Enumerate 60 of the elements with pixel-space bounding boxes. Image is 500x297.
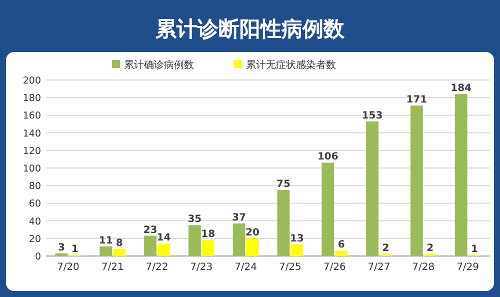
bar [277, 190, 290, 256]
data-label: 35 [188, 214, 202, 226]
chart-title: 累计诊断阳性病例数 [154, 17, 346, 41]
bar [232, 223, 246, 256]
bar [410, 106, 423, 256]
bar [55, 253, 68, 256]
bar [158, 244, 170, 256]
y-tick-label: 180 [22, 93, 41, 104]
x-tick-label: 7/29 [456, 262, 480, 273]
bar [100, 246, 112, 256]
y-tick-label: 160 [22, 110, 41, 122]
y-tick-label: 60 [28, 198, 41, 210]
y-tick-label: 0 [34, 252, 41, 262]
data-label: 8 [116, 238, 123, 249]
data-label: 3 [58, 242, 65, 254]
data-label: 153 [362, 110, 383, 122]
legend-label: 累计无症状感染者数 [246, 59, 336, 71]
y-tick-label: 40 [28, 216, 41, 228]
y-tick-label: 20 [28, 234, 41, 245]
x-tick-label: 7/26 [323, 262, 346, 273]
data-label: 37 [232, 212, 246, 224]
data-label: 13 [290, 234, 304, 245]
bar [188, 225, 201, 256]
x-tick-label: 7/22 [146, 262, 168, 273]
data-label: 184 [450, 83, 472, 94]
x-tick-label: 7/28 [412, 262, 435, 273]
data-label: 14 [156, 232, 171, 244]
data-label: 18 [201, 229, 216, 240]
data-label: 2 [382, 243, 390, 254]
data-label: 2 [426, 243, 434, 254]
x-tick-label: 7/24 [234, 262, 258, 273]
bar [335, 250, 348, 256]
bar [290, 244, 304, 256]
x-tick-label: 7/23 [190, 262, 213, 273]
y-tick-label: 80 [28, 181, 41, 192]
bar [366, 121, 378, 256]
bar [454, 94, 468, 256]
bar [246, 238, 259, 256]
legend-label: 累计确诊病例数 [124, 59, 194, 71]
data-label: 23 [143, 224, 158, 236]
bar [322, 162, 334, 256]
data-label: 1 [471, 244, 478, 256]
x-tick-label: 7/20 [56, 262, 80, 273]
y-tick-label: 200 [22, 76, 41, 86]
x-tick-label: 7/25 [278, 262, 302, 273]
data-label: 106 [317, 152, 338, 163]
bar [144, 236, 156, 256]
data-label: 20 [246, 227, 260, 238]
data-label: 75 [276, 179, 290, 190]
bar [113, 248, 126, 256]
x-tick-label: 7/27 [368, 262, 390, 273]
data-label: 1 [71, 244, 78, 256]
data-label: 6 [338, 240, 345, 251]
y-tick-label: 100 [22, 164, 41, 174]
y-tick-label: 120 [22, 146, 41, 157]
bar [202, 240, 214, 256]
data-label: 11 [98, 235, 113, 246]
x-tick-label: 7/21 [101, 262, 124, 273]
y-tick-label: 140 [22, 128, 41, 140]
data-label: 171 [406, 94, 428, 106]
